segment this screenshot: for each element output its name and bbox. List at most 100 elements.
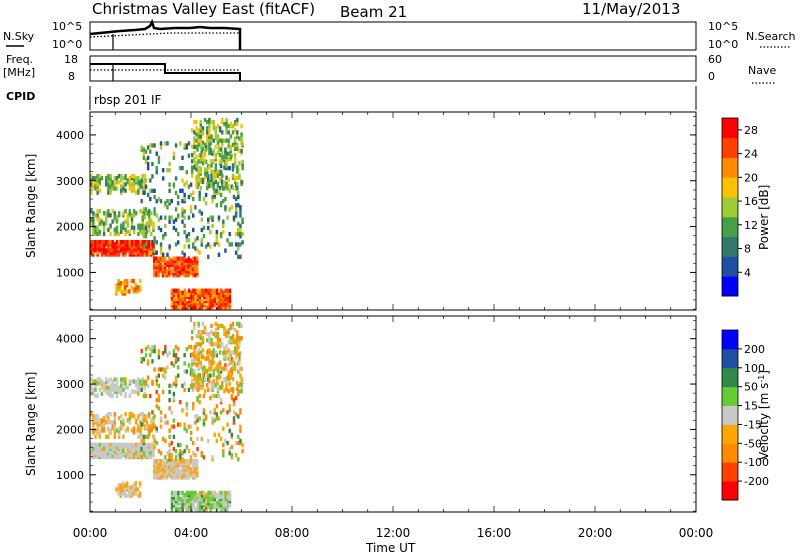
- range-gate-cell: [224, 363, 227, 368]
- range-gate-cell: [187, 363, 191, 368]
- range-gate-cell: [181, 219, 184, 224]
- colorbar-swatch: [722, 405, 738, 425]
- range-gate-cell: [233, 175, 237, 180]
- freq-panel: Freq. [MHz] 18 8 60 0 Nave: [3, 53, 776, 84]
- range-gate-cell: [192, 213, 195, 218]
- range-gate-cell: [123, 483, 127, 488]
- range-gate-cell: [193, 119, 196, 125]
- range-gate-cell: [226, 410, 229, 415]
- range-gate-cell: [142, 438, 146, 444]
- range-gate-cell: [193, 256, 197, 261]
- range-gate-cell: [174, 449, 178, 454]
- range-gate-cell: [183, 288, 187, 293]
- range-gate-cell: [206, 331, 209, 337]
- range-gate-cell: [189, 424, 193, 429]
- range-gate-cell: [200, 436, 204, 442]
- range-gate-cell: [98, 221, 102, 226]
- range-gate-cell: [126, 217, 129, 222]
- range-gate-cell: [191, 372, 194, 378]
- range-gate-cell: [146, 192, 150, 198]
- range-gate-cell: [230, 242, 234, 247]
- range-gate-cell: [115, 283, 118, 288]
- range-gate-cell: [216, 331, 220, 337]
- time-tick-label: 00:00: [679, 526, 714, 540]
- range-gate-cell: [240, 124, 243, 129]
- range-gate-cell: [216, 150, 220, 156]
- range-gate-cell: [217, 416, 221, 421]
- range-gate-cell: [197, 354, 200, 359]
- range-gate-cell: [219, 201, 223, 206]
- range-gate-cell: [240, 366, 243, 371]
- range-gate-cell: [142, 155, 146, 160]
- range-gate-cell: [199, 329, 203, 335]
- range-gate-cell: [222, 503, 225, 508]
- range-gate-cell: [135, 389, 138, 394]
- range-gate-cell: [201, 152, 205, 158]
- range-gate-cell: [196, 426, 199, 431]
- range-gate-cell: [191, 152, 194, 158]
- range-gate-cell: [234, 231, 238, 237]
- range-gate-cell: [155, 459, 158, 464]
- range-gate-cell: [227, 327, 230, 333]
- range-gate-cell: [216, 124, 220, 129]
- range-gate-cell: [147, 428, 151, 433]
- range-gate-cell: [161, 459, 165, 464]
- range-gate-cell: [125, 278, 129, 284]
- range-gate-cell: [231, 366, 235, 371]
- range-gate-cell: [215, 438, 219, 444]
- range-gate-cell: [238, 136, 241, 141]
- range-gate-cell: [109, 377, 112, 382]
- range-gate-cell: [189, 182, 193, 187]
- range-gate-cell: [121, 281, 125, 286]
- range-gate-cell: [197, 321, 200, 327]
- range-gate-cell: [209, 215, 212, 220]
- range-gate-cell: [218, 177, 222, 182]
- range-gate-cell: [128, 229, 132, 234]
- range-gate-cell: [155, 440, 158, 446]
- range-gate-cell: [135, 190, 138, 195]
- range-gate-cell: [207, 225, 210, 231]
- range-gate-cell: [179, 449, 182, 454]
- range-gate-cell: [200, 227, 204, 233]
- range-gate-cell: [194, 205, 197, 210]
- range-gate-cell: [115, 428, 119, 433]
- range-gate-cell: [151, 188, 154, 193]
- range-gate-cell: [231, 130, 235, 135]
- range-gate-cell: [181, 178, 184, 183]
- range-gate-cell: [216, 378, 220, 384]
- range-gate-cell: [179, 300, 182, 306]
- range-gate-cell: [236, 346, 239, 351]
- range-gate-cell: [216, 368, 220, 374]
- range-gate-cell: [142, 379, 146, 384]
- range-gate-cell: [168, 215, 171, 220]
- range-gate-cell: [145, 229, 149, 234]
- range-gate-cell: [149, 250, 152, 255]
- range-gate-cell: [151, 426, 154, 431]
- range-gate-cell: [174, 190, 178, 196]
- range-gate-cell: [221, 323, 224, 329]
- range-gate-cell: [161, 264, 165, 270]
- range-gate-cell: [124, 240, 127, 245]
- range-gate-cell: [225, 181, 228, 187]
- range-gate-cell: [140, 229, 143, 235]
- range-gate-cell: [181, 457, 184, 462]
- range-gate-cell: [196, 414, 199, 419]
- range-gate-cell: [211, 505, 215, 510]
- range-gate-cell: [229, 360, 233, 365]
- range-gate-cell: [240, 389, 243, 394]
- range-gate-cell: [153, 348, 156, 354]
- range-gate-cell: [189, 471, 193, 476]
- range-gate-cell: [208, 124, 211, 129]
- range-gate-cell: [107, 434, 110, 439]
- range-gate-cell: [137, 240, 140, 245]
- range-gate-cell: [132, 182, 136, 187]
- sky-label: N.Sky: [3, 30, 35, 43]
- range-gate-cell: [229, 387, 233, 392]
- colorbar-swatch: [722, 118, 738, 139]
- range-gate-cell: [128, 485, 131, 490]
- range-gate-cell: [210, 342, 213, 347]
- range-gate-cell: [206, 368, 209, 374]
- range-gate-cell: [206, 140, 209, 145]
- range-gate-cell: [189, 455, 193, 460]
